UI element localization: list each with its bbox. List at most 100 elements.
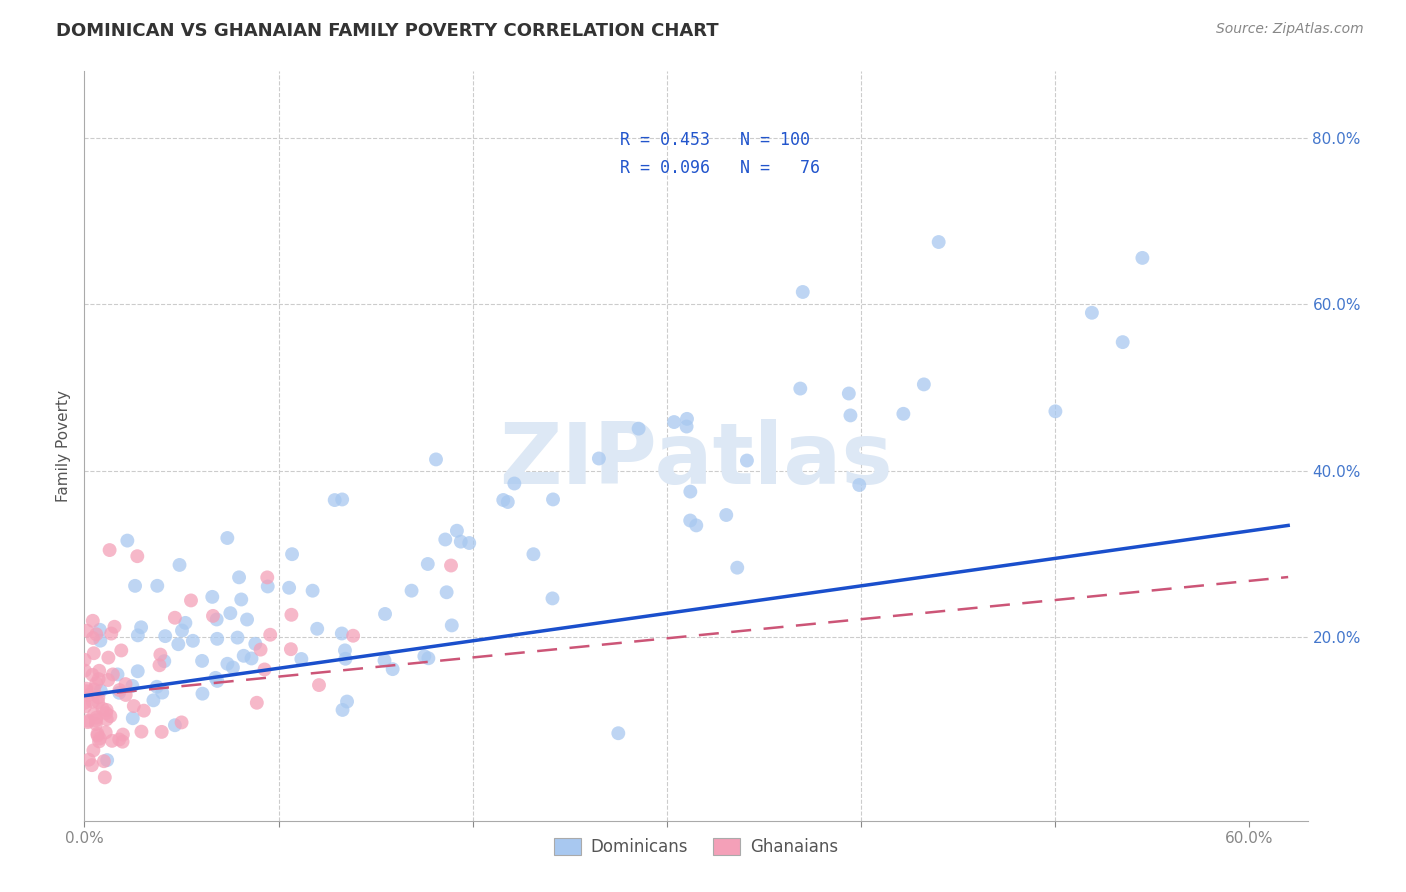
- Point: [217, 531, 239, 545]
- Point: [335, 652, 357, 666]
- Point: [207, 673, 229, 688]
- Point: [204, 671, 226, 685]
- Point: [83, 646, 105, 660]
- Point: [142, 693, 165, 707]
- Point: [416, 557, 439, 571]
- Point: [93, 754, 115, 768]
- Point: [232, 648, 254, 663]
- Point: [280, 607, 302, 622]
- Point: [108, 732, 131, 747]
- Point: [101, 667, 124, 681]
- Point: [1112, 335, 1135, 350]
- Point: [307, 622, 329, 636]
- Point: [76, 624, 98, 638]
- Point: [607, 726, 630, 740]
- Point: [149, 648, 172, 662]
- Point: [86, 711, 108, 725]
- Point: [278, 581, 301, 595]
- Point: [256, 570, 278, 584]
- Point: [848, 478, 870, 492]
- Text: Source: ZipAtlas.com: Source: ZipAtlas.com: [1216, 22, 1364, 37]
- Point: [96, 712, 118, 726]
- Point: [108, 686, 131, 700]
- Point: [240, 651, 263, 665]
- Point: [127, 549, 149, 564]
- Point: [928, 235, 950, 249]
- Point: [496, 495, 519, 509]
- Point: [256, 579, 278, 593]
- Point: [84, 714, 107, 728]
- Point: [73, 653, 96, 667]
- Point: [503, 476, 526, 491]
- Point: [82, 695, 104, 709]
- Point: [201, 590, 224, 604]
- Point: [627, 422, 650, 436]
- Point: [110, 643, 132, 657]
- Point: [98, 543, 121, 558]
- Point: [153, 654, 176, 668]
- Point: [98, 709, 121, 723]
- Point: [150, 685, 173, 699]
- Point: [1045, 404, 1067, 418]
- Point: [89, 664, 111, 678]
- Point: [86, 729, 108, 743]
- Point: [148, 658, 170, 673]
- Point: [401, 583, 423, 598]
- Point: [259, 628, 281, 642]
- Point: [373, 653, 395, 667]
- Point: [492, 493, 515, 508]
- Point: [76, 681, 98, 696]
- Point: [167, 637, 190, 651]
- Point: [87, 672, 110, 686]
- Point: [80, 758, 103, 772]
- Point: [73, 696, 96, 710]
- Point: [82, 614, 104, 628]
- Point: [76, 684, 98, 698]
- Point: [217, 657, 239, 671]
- Point: [440, 618, 463, 632]
- Point: [541, 591, 564, 606]
- Point: [121, 711, 143, 725]
- Point: [280, 642, 302, 657]
- Point: [191, 687, 214, 701]
- Point: [716, 508, 738, 522]
- Point: [122, 699, 145, 714]
- Point: [87, 695, 110, 709]
- Point: [662, 415, 685, 429]
- Point: [103, 620, 125, 634]
- Point: [301, 583, 323, 598]
- Point: [381, 662, 404, 676]
- Point: [87, 690, 110, 705]
- Point: [131, 724, 153, 739]
- Point: [735, 453, 758, 467]
- Point: [253, 663, 276, 677]
- Point: [90, 683, 112, 698]
- Point: [245, 637, 267, 651]
- Point: [281, 547, 304, 561]
- Point: [89, 731, 111, 746]
- Point: [146, 579, 169, 593]
- Point: [170, 715, 193, 730]
- Point: [330, 492, 353, 507]
- Point: [163, 718, 186, 732]
- Point: [73, 699, 96, 714]
- Point: [342, 629, 364, 643]
- Point: [725, 560, 748, 574]
- Point: [181, 633, 204, 648]
- Point: [191, 654, 214, 668]
- Point: [91, 702, 114, 716]
- Point: [84, 676, 107, 690]
- Point: [84, 717, 107, 731]
- Point: [73, 664, 96, 678]
- Point: [82, 631, 104, 645]
- Point: [330, 626, 353, 640]
- Point: [77, 753, 100, 767]
- Point: [101, 734, 124, 748]
- Point: [170, 624, 193, 638]
- Point: [522, 547, 544, 561]
- Text: R = 0.453   N = 100: R = 0.453 N = 100: [620, 131, 810, 149]
- Point: [127, 665, 149, 679]
- Point: [117, 533, 139, 548]
- Text: R = 0.096   N =   76: R = 0.096 N = 76: [620, 159, 820, 177]
- Point: [77, 714, 100, 728]
